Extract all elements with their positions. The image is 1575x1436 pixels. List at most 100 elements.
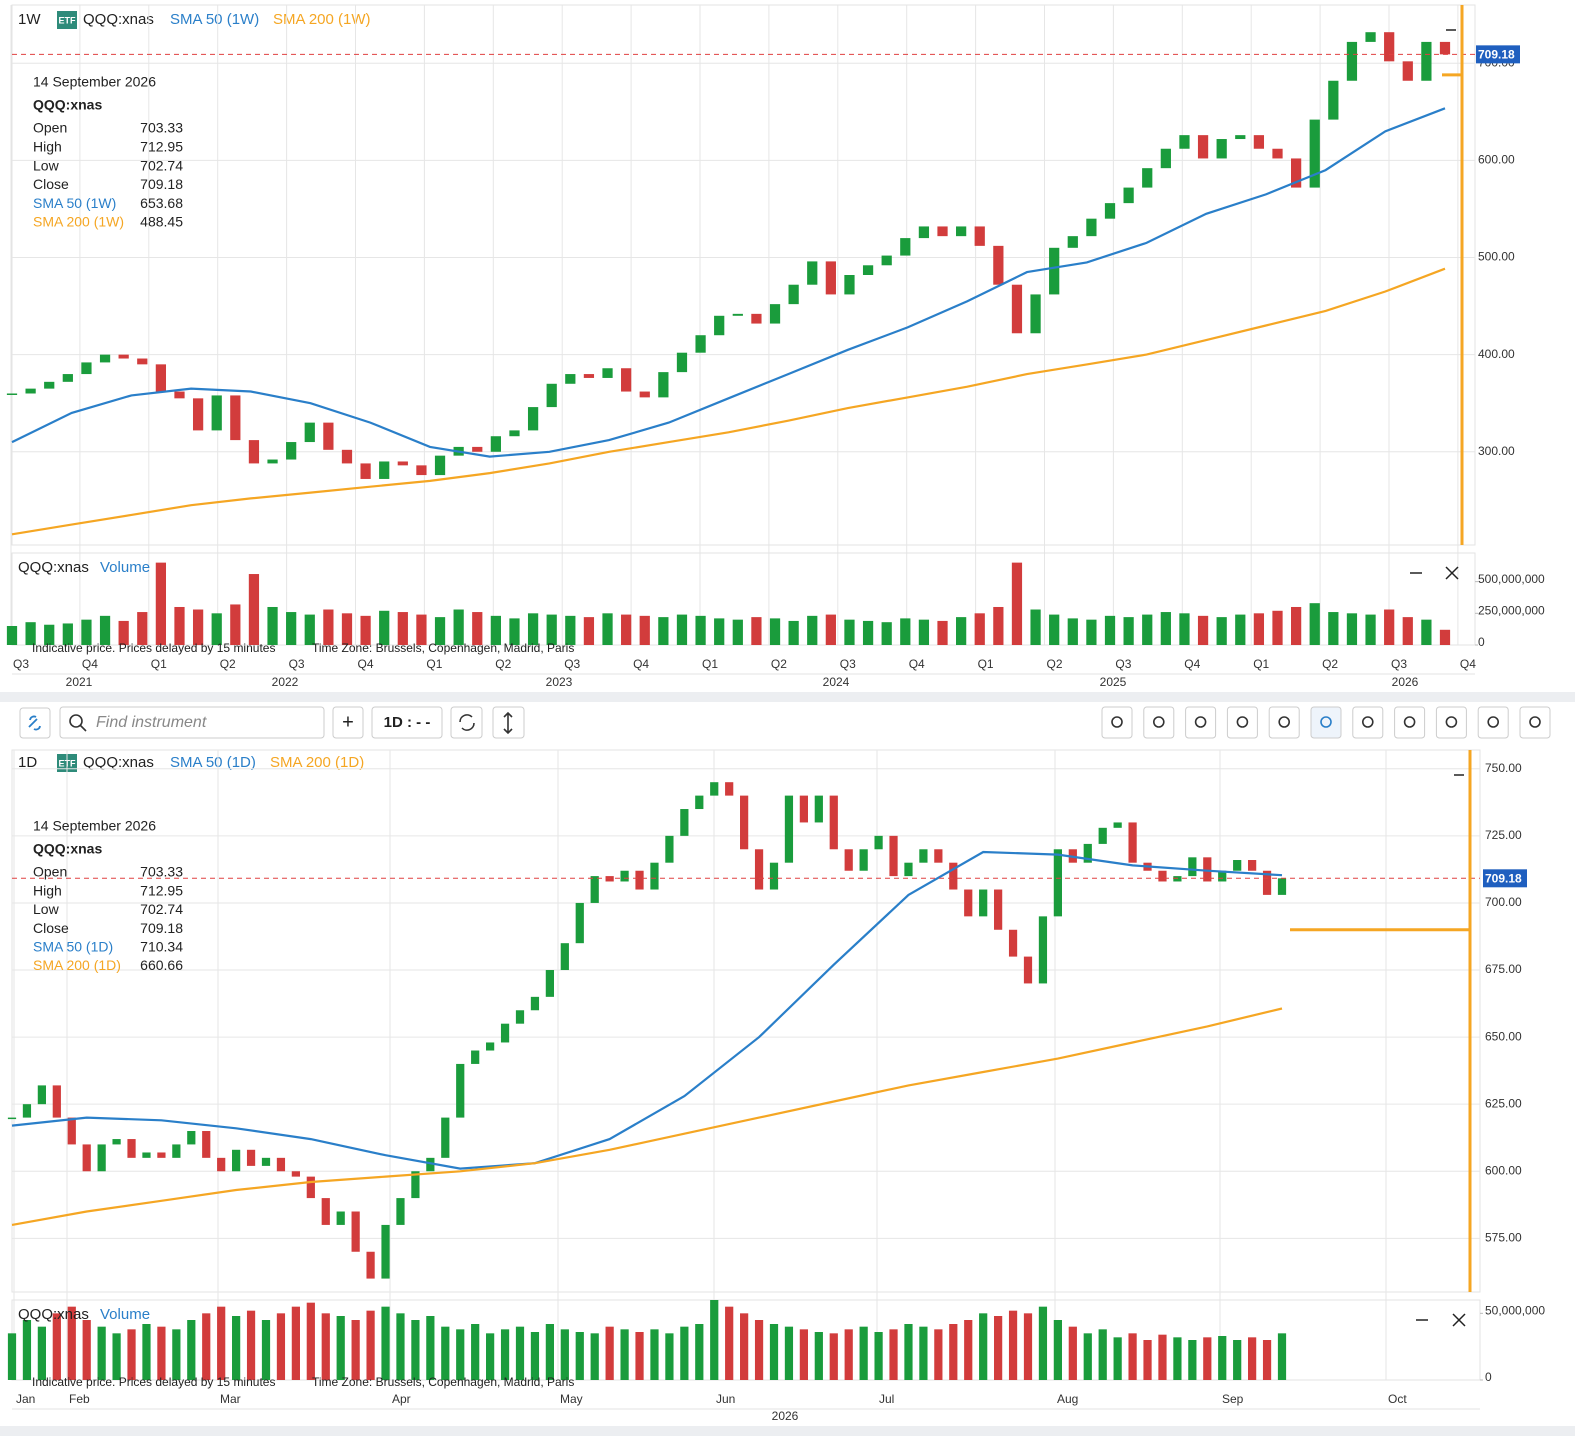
volume-bar	[714, 618, 725, 645]
candle	[937, 226, 948, 237]
candle	[590, 876, 599, 903]
volume-bar	[286, 612, 297, 645]
candle	[99, 354, 111, 363]
candle	[1098, 827, 1107, 844]
candle	[276, 1157, 286, 1172]
candle	[956, 226, 967, 237]
tool-icon	[1111, 716, 1123, 728]
add-label: +	[342, 711, 354, 733]
plot-frame	[11, 749, 1481, 1293]
info-label: Open	[33, 120, 67, 136]
candle	[993, 245, 1004, 285]
candle	[1402, 61, 1413, 81]
tool-button[interactable]	[1519, 706, 1551, 739]
volume-bar	[874, 1332, 883, 1380]
tool-button[interactable]	[1268, 706, 1300, 739]
volume-bar	[937, 620, 948, 645]
volume-bar	[1113, 1337, 1122, 1380]
volume-bar	[825, 614, 836, 645]
close-icon[interactable]	[1445, 566, 1459, 580]
volume-bar	[137, 612, 148, 645]
candle	[788, 284, 799, 305]
sma-line	[11, 107, 1446, 458]
sma-line	[11, 850, 1283, 1170]
refresh-button[interactable]	[450, 706, 483, 739]
candle	[650, 862, 659, 890]
volume-bar	[881, 622, 892, 645]
tool-button[interactable]	[1143, 706, 1175, 739]
volume-bar	[979, 1313, 988, 1380]
volume-bar	[411, 1320, 420, 1380]
tool-button[interactable]	[1435, 706, 1467, 739]
interval-button[interactable]	[371, 706, 443, 739]
candle	[1188, 857, 1197, 877]
volume-bar	[172, 1329, 181, 1380]
volume-bar	[1160, 612, 1171, 645]
volume-bar	[62, 623, 73, 645]
volume-bar	[964, 1320, 973, 1380]
link-button[interactable]	[19, 707, 51, 739]
candle	[1067, 236, 1078, 248]
last-price-badge	[1476, 45, 1520, 64]
volume-bar	[276, 1313, 286, 1380]
tool-button[interactable]	[1310, 706, 1342, 739]
search-box[interactable]	[59, 706, 325, 739]
x-tick-label: Q1	[978, 657, 994, 671]
x-tick-label: Q1	[702, 657, 718, 671]
candle	[341, 449, 353, 464]
tool-button[interactable]	[1477, 706, 1509, 739]
tool-button[interactable]	[1394, 706, 1426, 739]
candle	[62, 374, 73, 382]
x-tick-label: Q2	[1047, 657, 1063, 671]
volume-bar	[416, 614, 427, 645]
add-button[interactable]	[332, 706, 364, 739]
candle	[639, 391, 650, 398]
candle	[509, 430, 520, 437]
volume-bar	[1083, 1333, 1092, 1380]
candle	[1384, 32, 1395, 62]
volume-bar	[1253, 613, 1265, 645]
candle	[22, 1104, 32, 1118]
volume-bar	[590, 1333, 599, 1380]
candle	[396, 1198, 405, 1225]
info-value: 702.74	[140, 901, 183, 917]
candle	[323, 422, 334, 450]
tool-button[interactable]	[1185, 706, 1217, 739]
volume-bar	[650, 1329, 659, 1380]
candle	[336, 1211, 345, 1225]
y-tick-label: 500,000,000	[1478, 572, 1545, 586]
volume-symbol: QQQ:xnas	[18, 559, 89, 576]
volume-bar	[7, 1333, 17, 1380]
volume-bar	[291, 1306, 300, 1380]
tool-icon	[1362, 716, 1374, 728]
volume-bar	[351, 1320, 360, 1380]
candle	[142, 1152, 151, 1158]
candle	[192, 398, 204, 431]
tool-icon	[1153, 716, 1165, 728]
candle	[381, 1224, 390, 1279]
volume-bar	[560, 1329, 569, 1380]
volume-bar	[1053, 1320, 1062, 1380]
volume-bar	[379, 610, 390, 645]
tool-button[interactable]	[1352, 706, 1384, 739]
volume-bar	[304, 614, 315, 645]
candle	[157, 1152, 166, 1158]
close-icon[interactable]	[1452, 1313, 1466, 1327]
candle	[366, 1251, 375, 1279]
candle	[7, 1117, 17, 1120]
y-tick-label: 650.00	[1485, 1029, 1522, 1043]
candle	[1104, 203, 1116, 219]
tool-button[interactable]	[1101, 706, 1133, 739]
candle	[118, 354, 129, 359]
candle	[1038, 916, 1048, 984]
x-tick-label: Q3	[1391, 657, 1407, 671]
x-year-label: 2023	[546, 675, 573, 689]
tool-button[interactable]	[1226, 706, 1258, 739]
candle	[974, 226, 985, 246]
x-tick-label: Q1	[1253, 657, 1269, 671]
candle	[710, 782, 719, 796]
volume-bar	[1008, 1310, 1018, 1380]
search-icon	[69, 714, 83, 728]
y-tick-label: 500.00	[1478, 250, 1515, 264]
info-value: 488.45	[140, 214, 183, 230]
